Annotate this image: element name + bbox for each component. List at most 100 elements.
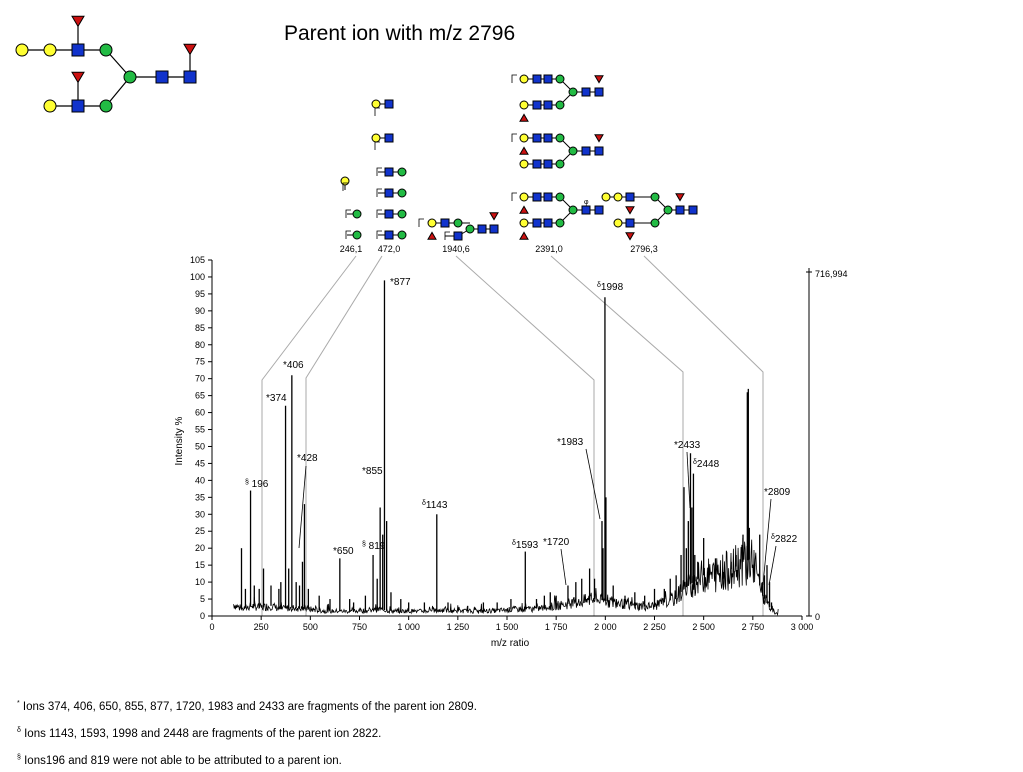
- parent-glycan-structure: [15, 15, 197, 113]
- y-tick-label: 60: [195, 408, 205, 418]
- peak-label-value: 374: [270, 393, 287, 404]
- y-tick-label: 105: [190, 255, 205, 265]
- mannose-icon: [555, 100, 565, 110]
- peak-label-650: *650: [333, 546, 354, 557]
- glcnac-icon: [543, 133, 553, 143]
- galactose-icon: [519, 100, 529, 110]
- y-tick-label: 50: [195, 441, 205, 451]
- fucose-icon: [625, 232, 635, 241]
- fragment-mass-label: 472,0: [378, 244, 401, 254]
- fucose-icon: [625, 206, 635, 215]
- peak-label-leader: [768, 545, 777, 586]
- fragment-glycan-structures: φ: [340, 74, 698, 241]
- glcnac-icon: [532, 74, 542, 84]
- fucose-icon: [594, 75, 604, 84]
- mannose-icon: [99, 43, 113, 57]
- fragment-mass-label: 2391,0: [535, 244, 563, 254]
- fragment-mass-label: 1940,6: [442, 244, 470, 254]
- peak-label-value: 1998: [601, 282, 624, 293]
- glcnac-icon: [71, 99, 85, 113]
- x-tick-label: 2 750: [742, 622, 765, 632]
- footnote-delta: δ Ions 1143, 1593, 1998 and 2448 are fra…: [17, 726, 382, 740]
- peak-label-819: § 819: [362, 541, 386, 552]
- footnote-section: § Ions196 and 819 were not able to be at…: [17, 753, 342, 767]
- glcnac-icon: [532, 100, 542, 110]
- peak-label-1720: *1720: [543, 537, 570, 548]
- glcnac-icon: [384, 230, 394, 240]
- glcnac-icon: [675, 205, 685, 215]
- peak-label-mark: δ: [693, 459, 697, 466]
- glcnac-icon: [594, 146, 604, 156]
- mannose-icon: [555, 74, 565, 84]
- right-axis-top-label: 716,994: [815, 269, 848, 279]
- mannose-icon: [555, 192, 565, 202]
- peak-label-1998: δ1998: [597, 282, 624, 293]
- x-tick-label: 2 500: [692, 622, 715, 632]
- x-tick-label: 1 000: [397, 622, 420, 632]
- fucose-icon: [427, 231, 437, 240]
- x-tick-label: 250: [254, 622, 269, 632]
- galactose-icon: [43, 99, 57, 113]
- peak-label-mark: δ: [771, 534, 775, 541]
- y-tick-label: 65: [195, 391, 205, 401]
- peak-label-leader: [298, 465, 307, 549]
- peak-label-mark: *: [543, 537, 547, 548]
- connector-line: [455, 255, 595, 616]
- y-tick-label: 95: [195, 289, 205, 299]
- peak-label-value: 1983: [561, 437, 584, 448]
- connector-line: [550, 255, 684, 616]
- glcnac-icon: [384, 188, 394, 198]
- peak-label-428: *428: [297, 453, 318, 464]
- chart-axes: 716,994005101520253035404550556065707580…: [174, 255, 848, 649]
- glcnac-icon: [594, 87, 604, 97]
- glcnac-icon: [532, 218, 542, 228]
- mannose-icon: [352, 230, 362, 240]
- connector-line: [305, 255, 383, 616]
- footnotes: * Ions 374, 406, 650, 855, 877, 1720, 19…: [17, 692, 477, 772]
- fragment-connector-lines: [261, 255, 764, 616]
- fucose-icon: [183, 43, 197, 56]
- peak-label-2822: δ2822: [771, 534, 798, 545]
- peak-label-value: 819: [366, 541, 386, 552]
- mannose-icon: [650, 192, 660, 202]
- x-axis-label: m/z ratio: [491, 638, 530, 649]
- fucose-icon: [594, 134, 604, 143]
- mannose-icon: [453, 218, 463, 228]
- peak-label-mark: *: [297, 453, 301, 464]
- y-tick-label: 20: [195, 543, 205, 553]
- glcnac-icon: [543, 192, 553, 202]
- fucose-icon: [71, 71, 85, 84]
- mannose-icon: [397, 209, 407, 219]
- peak-label-mark: *: [362, 466, 366, 477]
- galactose-icon: [519, 133, 529, 143]
- galactose-icon: [613, 192, 623, 202]
- galactose-icon: [15, 43, 29, 57]
- glcnac-icon: [625, 218, 635, 228]
- x-tick-label: 0: [209, 622, 214, 632]
- galactose-icon: [613, 218, 623, 228]
- peak-label-value: 855: [366, 466, 383, 477]
- reducing-end-mark: [444, 231, 450, 240]
- y-tick-label: 10: [195, 577, 205, 587]
- peak-label-1593: δ1593: [512, 540, 539, 551]
- x-tick-label: 1 500: [496, 622, 519, 632]
- reducing-end-mark: [345, 209, 351, 218]
- peak-label-1143: δ1143: [422, 500, 448, 511]
- peak-label-mark: *: [764, 487, 768, 498]
- mannose-icon: [555, 218, 565, 228]
- mannose-icon: [663, 205, 673, 215]
- peak-label-value: 1720: [547, 537, 570, 548]
- mannose-icon: [99, 99, 113, 113]
- peak-label-leader: [686, 451, 691, 509]
- page-title: Parent ion with m/z 2796: [284, 22, 516, 45]
- glcnac-icon: [384, 167, 394, 177]
- x-tick-label: 2 000: [594, 622, 617, 632]
- fucose-icon: [519, 205, 529, 214]
- glcnac-icon: [688, 205, 698, 215]
- y-tick-label: 75: [195, 357, 205, 367]
- y-tick-label: 100: [190, 272, 205, 282]
- peak-label-877: *877: [390, 277, 411, 288]
- reducing-end-mark: [376, 167, 382, 176]
- mannose-icon: [650, 218, 660, 228]
- y-tick-label: 55: [195, 425, 205, 435]
